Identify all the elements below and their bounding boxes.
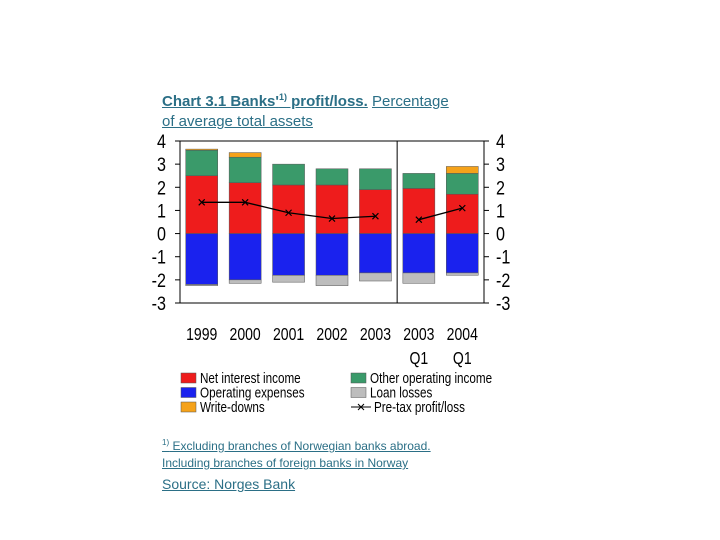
- y-tick-label-left: 4: [157, 131, 166, 153]
- y-tick-label-left: -1: [152, 246, 166, 268]
- bar-other-operating-income: [446, 173, 479, 195]
- bar-net-interest-income: [315, 184, 349, 234]
- y-tick-label-left: -2: [152, 270, 166, 292]
- pretax-line-quarterly: [418, 207, 463, 221]
- pretax-point: [285, 209, 292, 217]
- bar-operating-expenses: [359, 233, 392, 274]
- title-part1: Chart 3.1 Banks': [162, 93, 279, 110]
- pretax-point: [372, 212, 379, 220]
- pretax-point: [198, 198, 206, 206]
- legend-label: Write-downs: [200, 399, 265, 416]
- bar-other-operating-income: [228, 156, 262, 183]
- y-tick-label-right: 1: [496, 200, 505, 222]
- y-tick-label-right: -2: [496, 270, 510, 292]
- x-tick-label: 2001: [273, 324, 304, 344]
- legend-swatch-net-interest-income: [180, 372, 197, 384]
- y-tick-label-left: 0: [157, 223, 166, 245]
- y-tick-label-right: 0: [496, 223, 505, 245]
- legend-swatch-write-downs: [180, 401, 197, 413]
- title-part3: Percentage: [371, 93, 449, 110]
- legend-swatch-loan-losses: [350, 387, 367, 398]
- bar-operating-expenses: [446, 233, 479, 274]
- legend-label: Other operating income: [370, 370, 492, 387]
- bar-write-downs: [228, 152, 262, 158]
- bar-loan-losses: [359, 272, 392, 282]
- title-sup: 1): [278, 92, 287, 102]
- bar-loan-losses: [272, 274, 305, 283]
- legend-label: Net interest income: [200, 370, 301, 387]
- legend-label: Loan losses: [370, 384, 433, 401]
- y-tick-label-left: -3: [152, 293, 167, 315]
- bar-net-interest-income: [228, 182, 262, 234]
- chart-title: Chart 3.1 Banks'1) profit/loss. Percenta…: [162, 87, 522, 132]
- y-tick-label-left: 3: [157, 154, 166, 176]
- x-tick-label: 2004: [447, 324, 478, 344]
- legend-label: Operating expenses: [200, 384, 305, 401]
- title-line2: of average total assets: [162, 113, 313, 130]
- x-tick-label: 2000: [230, 324, 261, 344]
- bar-loan-losses: [185, 284, 218, 286]
- legend-marker-pretax: [357, 403, 365, 411]
- legend-swatch-operating-expenses: [180, 387, 197, 398]
- bar-loan-losses: [402, 272, 436, 284]
- pretax-point: [241, 198, 249, 206]
- x-tick-label: 2003: [403, 324, 434, 344]
- pretax-point: [458, 204, 466, 212]
- y-tick-label-right: 4: [496, 131, 505, 153]
- pretax-point: [328, 215, 336, 222]
- x-tick-label: 2003: [360, 324, 391, 344]
- y-tick-label-right: 3: [496, 154, 505, 176]
- bar-operating-expenses: [185, 233, 218, 285]
- y-tick-label-right: -1: [496, 246, 510, 268]
- y-tick-label-right: 2: [496, 177, 505, 199]
- bar-write-downs: [185, 148, 218, 151]
- footnote-line1: Excluding branches of Norwegian banks ab…: [169, 439, 431, 453]
- x-tick-label: 2002: [316, 324, 347, 344]
- bar-other-operating-income: [402, 173, 436, 189]
- pretax-point: [415, 216, 423, 224]
- y-tick-label-right: -3: [496, 293, 511, 315]
- y-tick-label-left: 2: [157, 177, 166, 199]
- y-tick-label-left: 1: [157, 200, 166, 222]
- bar-net-interest-income: [185, 175, 218, 234]
- footnote-marker: 1): [162, 438, 170, 447]
- bar-write-downs: [446, 166, 479, 174]
- bar-operating-expenses: [272, 233, 305, 276]
- bar-operating-expenses: [315, 233, 349, 276]
- bar-operating-expenses: [402, 233, 436, 274]
- footnote: 1) Excluding branches of Norwegian banks…: [162, 434, 522, 472]
- title-part2: profit/loss.: [286, 93, 368, 110]
- legend-label: Pre-tax profit/loss: [374, 399, 465, 416]
- x-tick-label: 1999: [186, 324, 217, 344]
- bar-loan-losses: [228, 279, 262, 284]
- bar-other-operating-income: [359, 168, 392, 190]
- bar-net-interest-income: [272, 184, 305, 234]
- footnote-line2: Including branches of foreign banks in N…: [162, 456, 409, 470]
- bar-loan-losses: [446, 272, 479, 276]
- bar-other-operating-income: [315, 168, 349, 186]
- bar-net-interest-income: [446, 193, 479, 234]
- plot-frame: [179, 140, 485, 304]
- bar-other-operating-income: [272, 163, 305, 186]
- bar-net-interest-income: [402, 188, 436, 234]
- legend-swatch-other-operating-income: [350, 372, 367, 384]
- x-tick-label-sub: Q1: [410, 348, 429, 368]
- bar-loan-losses: [315, 274, 349, 286]
- source-note: Source: Norges Bank: [162, 476, 296, 492]
- x-tick-label-sub: Q1: [453, 348, 472, 368]
- bar-operating-expenses: [228, 233, 262, 281]
- bar-net-interest-income: [359, 189, 392, 234]
- bar-other-operating-income: [185, 150, 218, 176]
